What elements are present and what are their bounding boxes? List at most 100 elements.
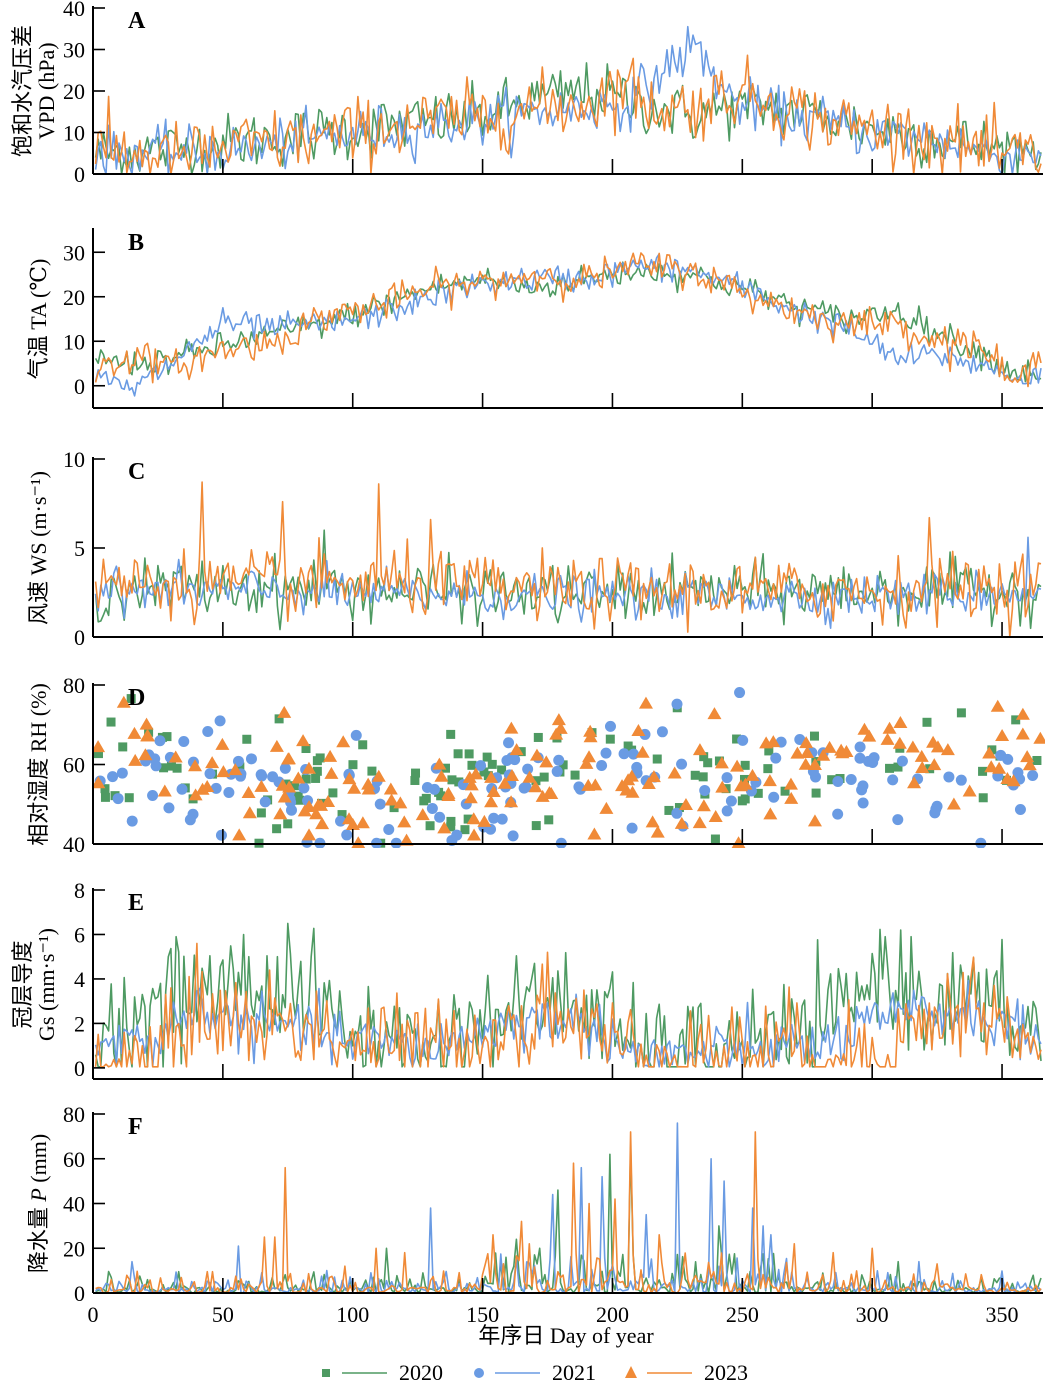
data-point (914, 749, 929, 762)
data-point (907, 776, 922, 789)
data-point (625, 785, 640, 798)
data-point (425, 821, 435, 831)
data-point (297, 804, 312, 817)
data-point (1015, 727, 1030, 740)
plot-area (94, 25, 1042, 175)
data-point (269, 739, 284, 752)
data-point (215, 737, 230, 750)
data-point (483, 771, 493, 781)
data-point (1002, 753, 1014, 765)
series-line-2021 (94, 253, 1042, 397)
data-point (667, 766, 682, 779)
data-point (235, 762, 245, 772)
data-point (118, 742, 128, 752)
data-point (126, 694, 136, 704)
data-point (730, 759, 745, 772)
data-point (162, 732, 172, 742)
data-point (426, 802, 438, 814)
data-point (267, 771, 279, 783)
data-point (832, 775, 844, 787)
data-point (674, 803, 684, 813)
data-point (232, 828, 247, 841)
data-point (285, 804, 297, 816)
data-point (638, 696, 653, 709)
series-points-2023 (93, 695, 1045, 848)
data-point (277, 705, 292, 718)
data-point (93, 740, 106, 753)
data-point (862, 729, 877, 742)
data-point (832, 808, 844, 820)
data-point (1020, 750, 1035, 763)
data-point (124, 793, 134, 803)
data-point (374, 798, 386, 810)
legend-marker-triangle-icon (625, 1366, 637, 1378)
data-point (275, 778, 290, 791)
data-point (301, 774, 311, 784)
y-tick-label: 0 (74, 1056, 85, 1081)
panel-f: 0 20 40 60 80 F 降水量 P (mm) (26, 1102, 1043, 1306)
data-point (504, 721, 519, 734)
legend-item-2020: 2020 (322, 1360, 443, 1385)
series-line-2020 (94, 529, 1042, 631)
data-point (202, 725, 214, 737)
data-point (390, 837, 402, 848)
plot-area (94, 922, 1042, 1068)
data-point (311, 798, 326, 811)
data-point (301, 761, 316, 774)
x-tick-label: 300 (856, 1302, 889, 1327)
data-point (962, 784, 977, 797)
data-point (100, 784, 110, 794)
data-point (987, 745, 997, 755)
panel-letter: D (128, 685, 145, 711)
y-tick-label: 20 (63, 285, 85, 310)
x-tick-label: 350 (986, 1302, 1019, 1327)
data-point (464, 749, 474, 759)
data-point (178, 736, 190, 748)
data-point (893, 762, 903, 772)
data-point (664, 805, 674, 815)
data-point (446, 816, 456, 826)
data-point (674, 816, 689, 829)
data-point (745, 768, 760, 781)
y-tick-label: 40 (63, 0, 85, 21)
data-point (721, 772, 733, 784)
data-point (692, 743, 707, 756)
data-point (328, 788, 338, 798)
data-point (345, 817, 360, 830)
series-line-2023 (94, 942, 1042, 1068)
data-point (896, 755, 908, 767)
data-point (558, 760, 568, 770)
data-point (544, 815, 554, 825)
data-point (1022, 758, 1037, 771)
data-point (710, 834, 720, 844)
data-point (892, 814, 904, 826)
data-point (126, 815, 138, 827)
data-point (678, 798, 693, 811)
data-point (703, 758, 713, 768)
data-point (539, 772, 549, 782)
data-point (163, 802, 175, 814)
data-point (646, 770, 661, 783)
data-point (351, 836, 366, 848)
data-point (1032, 755, 1042, 765)
data-point (245, 753, 257, 765)
panel-b: 0 10 20 30 B 气温 TA (℃) (26, 228, 1043, 409)
panel-a: 0 10 20 30 40 A 饱和水汽压差 VPD (hPa) (10, 0, 1043, 187)
data-point (624, 769, 639, 782)
data-point (1033, 731, 1045, 744)
legend-item-2023: 2023 (625, 1360, 748, 1385)
data-point (671, 807, 683, 819)
x-tick-label: 200 (596, 1302, 629, 1327)
data-point (410, 775, 420, 785)
x-tick-label: 250 (726, 1302, 759, 1327)
data-point (296, 734, 311, 747)
data-point (854, 752, 866, 764)
data-point (367, 766, 377, 776)
data-point (885, 763, 895, 773)
data-point (671, 698, 683, 710)
data-point (383, 824, 395, 836)
data-point (982, 746, 997, 759)
y-tick-label: 0 (74, 374, 85, 399)
data-point (140, 729, 155, 742)
data-point (714, 756, 729, 769)
